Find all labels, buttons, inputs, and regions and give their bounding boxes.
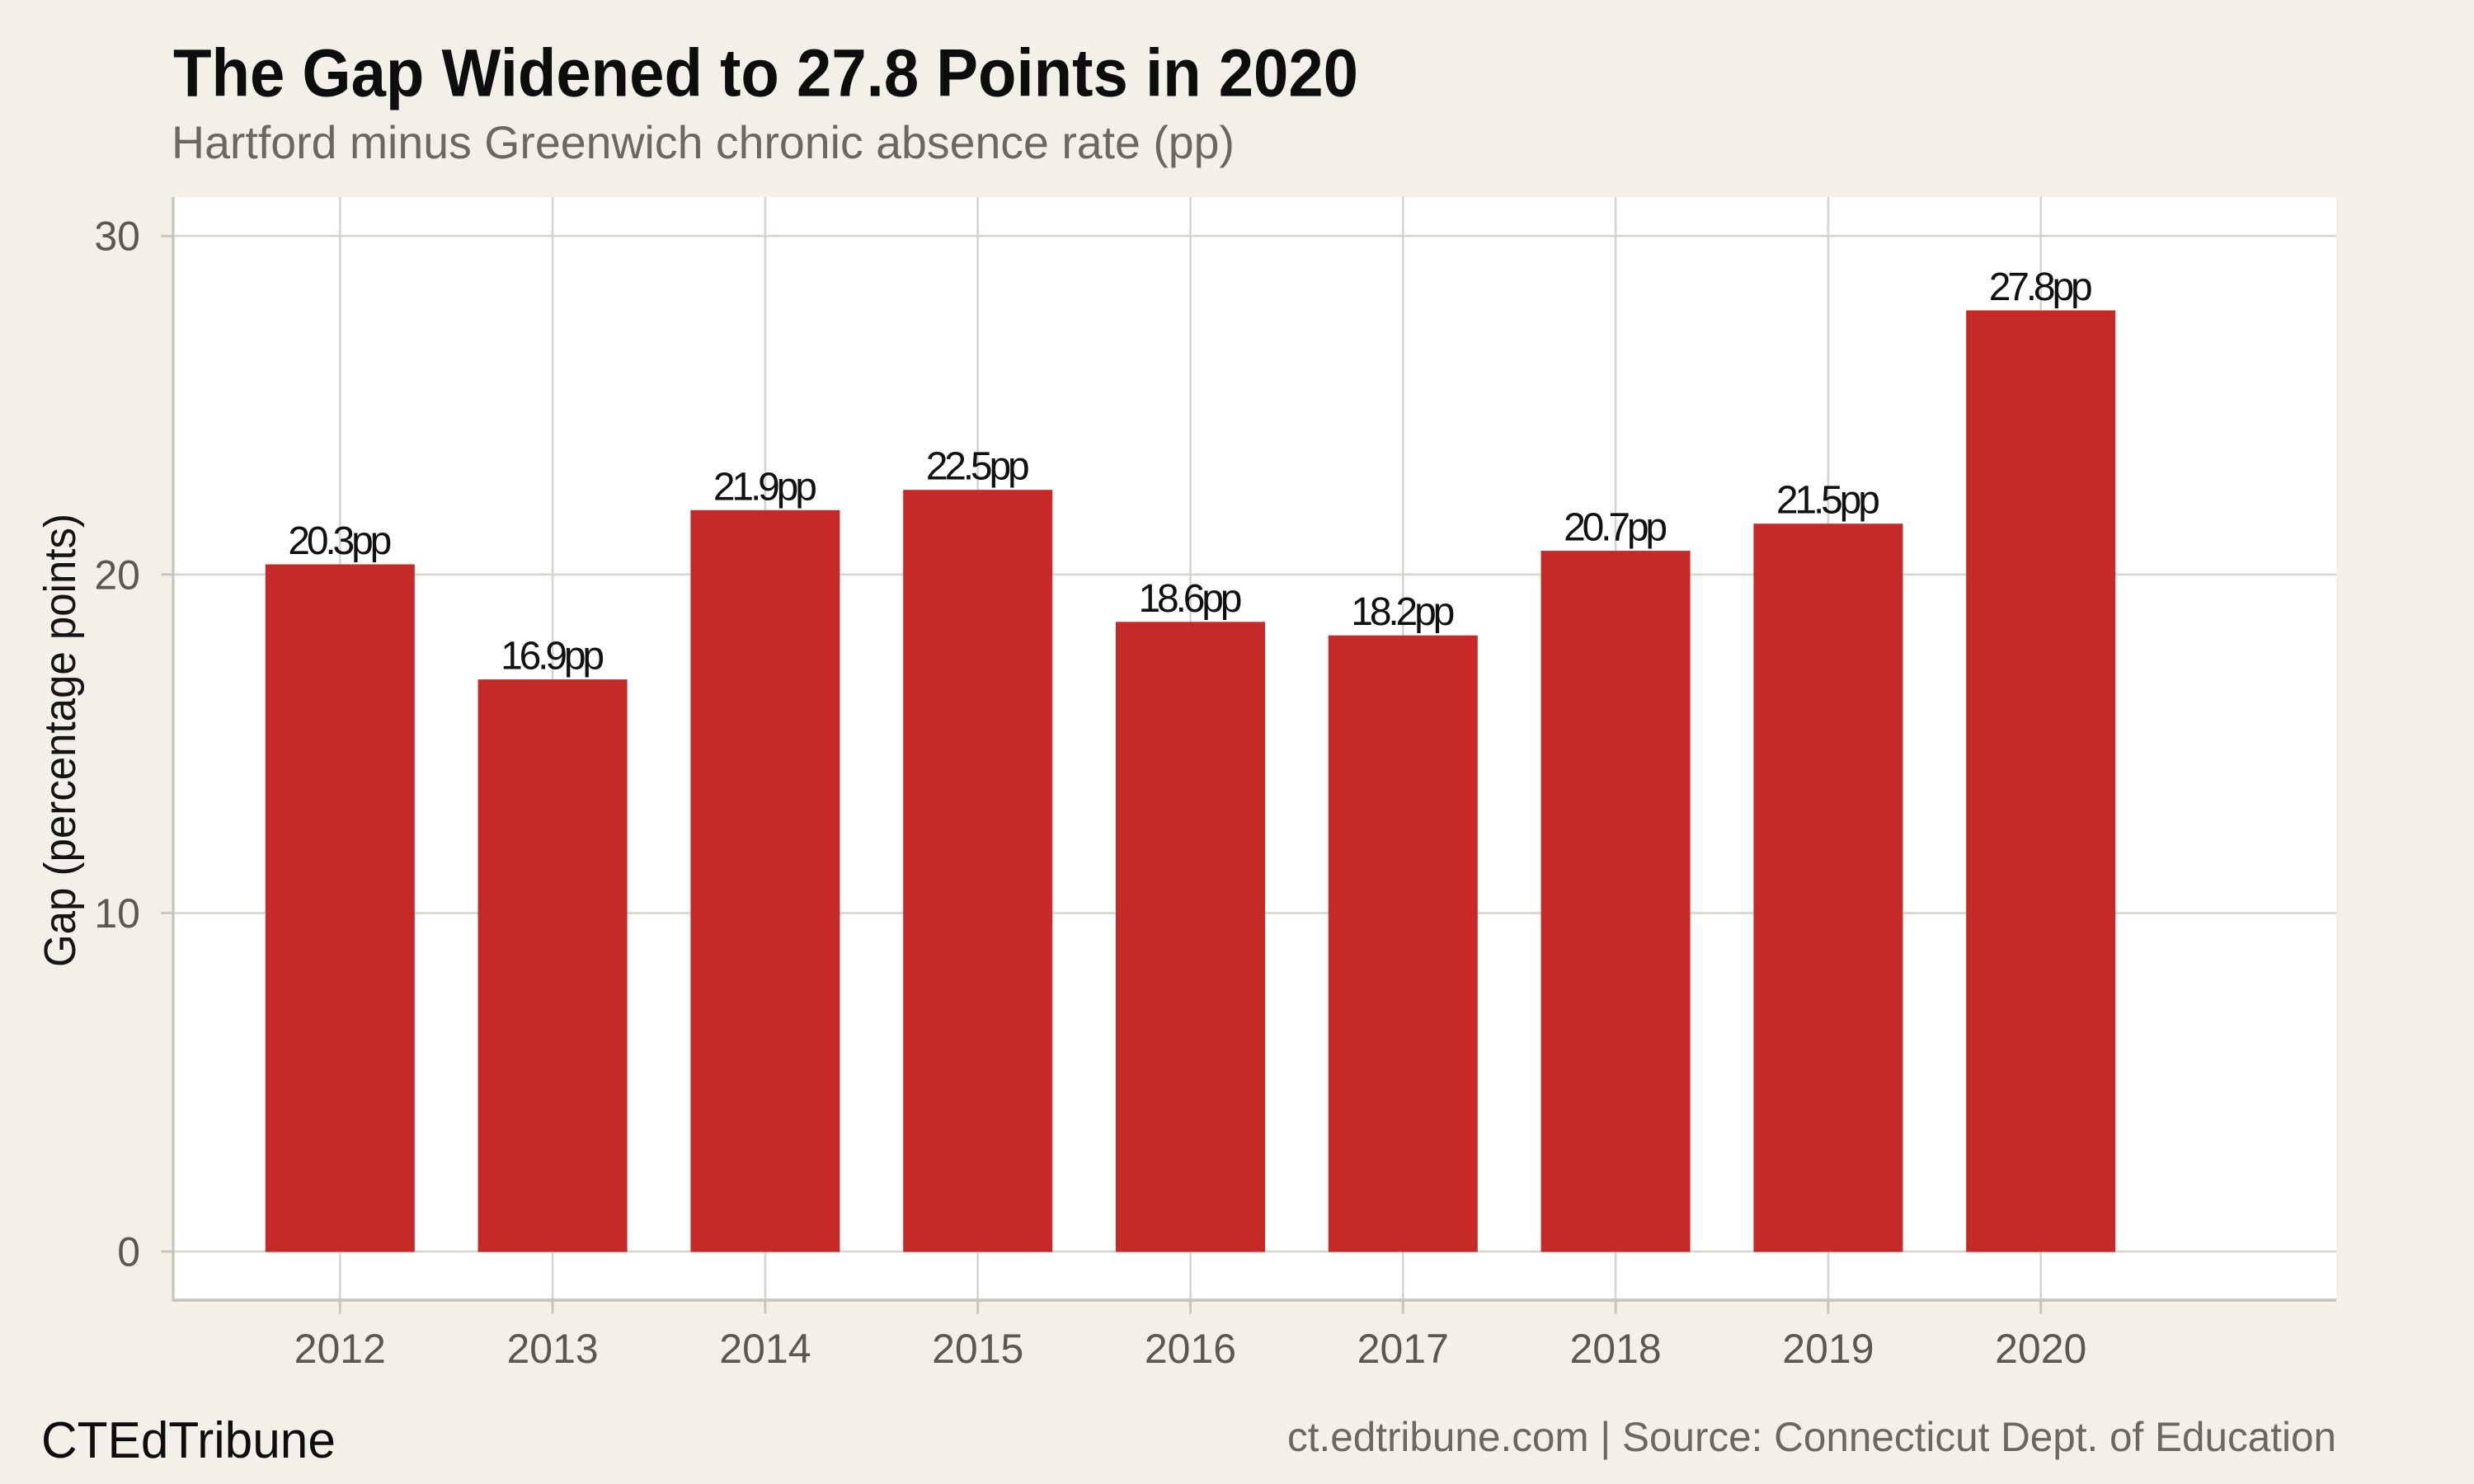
- svg-text:20.7pp: 20.7pp: [1564, 506, 1667, 550]
- svg-text:27.8pp: 27.8pp: [1989, 265, 2093, 309]
- svg-text:2017: 2017: [1357, 1326, 1449, 1372]
- svg-text:2019: 2019: [1782, 1326, 1874, 1372]
- svg-text:Gap (percentage points): Gap (percentage points): [35, 514, 85, 967]
- svg-text:2014: 2014: [719, 1326, 811, 1372]
- svg-text:2015: 2015: [932, 1326, 1023, 1372]
- svg-text:22.5pp: 22.5pp: [926, 445, 1030, 489]
- svg-text:2020: 2020: [1995, 1326, 2086, 1372]
- svg-text:10: 10: [94, 890, 140, 937]
- svg-text:2012: 2012: [294, 1326, 386, 1372]
- svg-text:20: 20: [94, 552, 140, 598]
- svg-text:2013: 2013: [506, 1326, 598, 1372]
- svg-text:CTEdTribune: CTEdTribune: [41, 1412, 336, 1469]
- svg-text:20.3pp: 20.3pp: [288, 519, 392, 563]
- svg-text:30: 30: [94, 214, 140, 260]
- svg-text:18.6pp: 18.6pp: [1139, 577, 1243, 621]
- svg-text:ct.edtribune.com | Source: Con: ct.edtribune.com | Source: Connecticut D…: [1287, 1414, 2336, 1460]
- svg-text:21.9pp: 21.9pp: [713, 465, 817, 509]
- svg-text:2016: 2016: [1145, 1326, 1236, 1372]
- svg-text:Hartford minus Greenwich chron: Hartford minus Greenwich chronic absence…: [172, 116, 1235, 168]
- svg-text:16.9pp: 16.9pp: [501, 635, 604, 679]
- svg-text:18.2pp: 18.2pp: [1351, 590, 1455, 634]
- svg-text:21.5pp: 21.5pp: [1776, 479, 1880, 523]
- svg-text:0: 0: [117, 1229, 140, 1275]
- svg-text:The Gap Widened to 27.8 Points: The Gap Widened to 27.8 Points in 2020: [173, 35, 1358, 110]
- svg-text:2018: 2018: [1569, 1326, 1661, 1372]
